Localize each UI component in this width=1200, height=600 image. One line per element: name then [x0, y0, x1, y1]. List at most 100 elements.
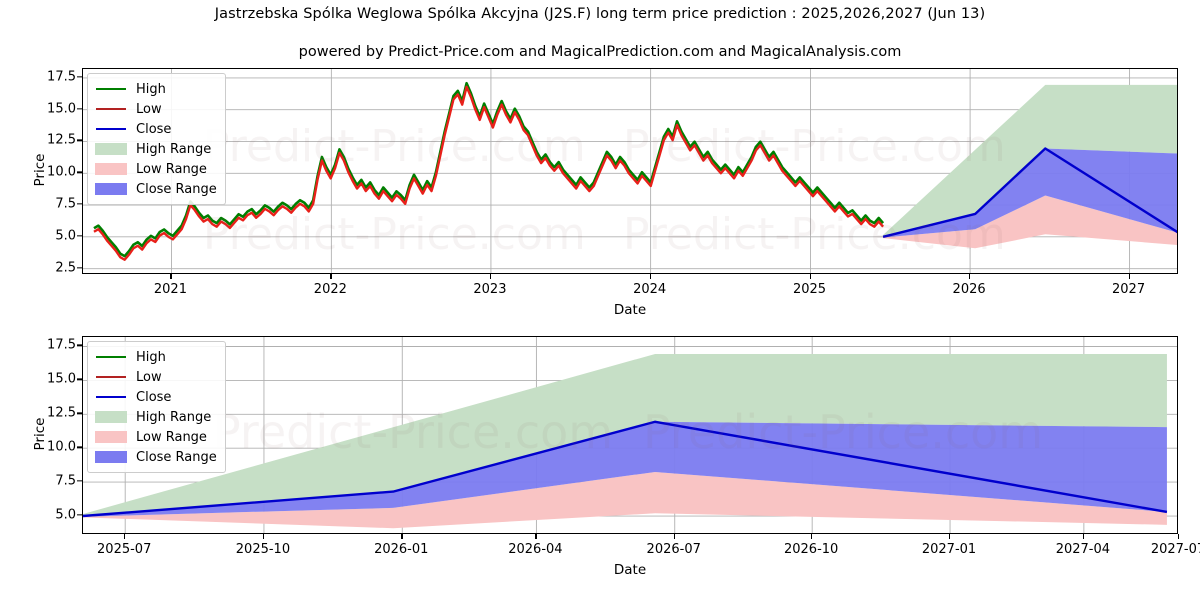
y-axis-tick-label: 5.0 — [55, 228, 76, 244]
y-axis-tick-mark — [77, 235, 82, 237]
x-axis-tick-mark — [1178, 534, 1180, 539]
swatch — [96, 107, 126, 111]
legend-item-label: High Range — [136, 141, 212, 157]
legend-item-low-range[interactable]: Low Range — [94, 427, 217, 447]
y-axis-tick-mark — [77, 446, 82, 448]
figure-title: Jastrzebska Spólka Weglowa Spólka Akcyjn… — [214, 6, 986, 22]
legend-item-label: High — [136, 81, 166, 97]
swatch — [96, 375, 126, 379]
x-axis-tick-mark — [1128, 274, 1130, 279]
legend-line-swatch-icon — [94, 102, 128, 116]
legend-patch-swatch-icon — [94, 182, 128, 196]
x-axis-tick-mark — [170, 274, 172, 279]
y-axis-tick-mark — [77, 203, 82, 205]
legend-item-label: Low — [136, 369, 162, 385]
x-axis-tick-mark — [489, 274, 492, 279]
y-axis-title: Price — [32, 417, 48, 451]
legend-item-label: Close Range — [136, 181, 217, 197]
x-axis-tick-label: 2027 — [1112, 282, 1146, 297]
y-axis-tick-mark — [77, 76, 82, 78]
legend-item-high[interactable]: High — [94, 79, 217, 99]
history-low-line — [93, 85, 884, 261]
y-axis-tick-mark — [77, 344, 82, 347]
y-axis-tick-mark — [77, 266, 82, 269]
x-axis-tick-label: 2025-07 — [97, 542, 152, 557]
legend-patch-swatch-icon — [94, 142, 128, 156]
high-range-band — [83, 353, 1167, 516]
bottom-chart-plot-area: Predict-Price.comPredict-Price.comHighLo… — [82, 336, 1178, 534]
legend-line-swatch-icon — [94, 350, 128, 364]
y-axis-tick-mark — [77, 108, 82, 110]
legend-patch-swatch-icon — [94, 410, 128, 424]
legend-item-close[interactable]: Close — [94, 387, 217, 407]
x-axis-tick-mark — [401, 534, 403, 539]
top-chart-legend[interactable]: High Low Close High Range Low Range Close Ran… — [87, 73, 226, 205]
legend-item-label: Close — [136, 121, 172, 137]
x-axis-title: Date — [613, 562, 647, 578]
swatch — [96, 395, 126, 399]
low-range-band — [83, 471, 1167, 529]
x-axis-tick-mark — [262, 534, 265, 539]
y-axis-tick-label: 7.5 — [55, 473, 76, 489]
low-range-band — [883, 195, 1177, 249]
y-axis-tick-label: 12.5 — [47, 132, 76, 148]
y-axis-tick-label: 15.0 — [47, 101, 76, 117]
y-axis-tick-label: 5.0 — [55, 507, 76, 523]
top-chart-plot-area: Predict-Price.com Predict-Price.com Predic… — [82, 68, 1178, 274]
x-axis-tick-label: 2027-04 — [1055, 542, 1111, 557]
forecast-close-line — [882, 147, 1177, 239]
y-axis-tick-label: 12.5 — [47, 405, 76, 421]
legend-item-label: Low — [136, 101, 162, 117]
bottom-chart-canvas — [83, 337, 1177, 533]
figure-subtitle: powered by Predict-Price.com and Magical… — [298, 44, 902, 60]
legend-item-low[interactable]: Low — [94, 99, 217, 119]
bottom-chart-legend[interactable]: High Low Close High Range Low Range Close Ran… — [87, 341, 226, 473]
swatch — [95, 451, 127, 463]
x-axis-tick-mark — [330, 274, 332, 279]
x-axis-tick-mark — [1082, 534, 1085, 539]
swatch — [95, 431, 127, 443]
x-axis-tick-label: 2023 — [473, 282, 507, 297]
y-axis-tick-mark — [77, 480, 82, 482]
legend-item-label: Low Range — [136, 429, 207, 445]
legend-item-low-range[interactable]: Low Range — [94, 159, 217, 179]
legend-line-swatch-icon — [94, 390, 128, 404]
y-axis-tick-mark — [77, 412, 82, 414]
legend-item-high-range[interactable]: High Range — [94, 407, 217, 427]
legend-line-swatch-icon — [94, 82, 128, 96]
y-axis-title: Price — [32, 153, 48, 187]
x-axis-tick-label: 2026-07 — [646, 542, 701, 557]
x-axis-tick-mark — [949, 534, 951, 539]
forecast-close-line — [83, 420, 1168, 518]
x-axis-tick-mark — [124, 534, 126, 539]
legend-item-close-range[interactable]: Close Range — [94, 447, 217, 467]
swatch — [96, 87, 126, 91]
legend-patch-swatch-icon — [94, 450, 128, 464]
close-range-band — [83, 421, 1167, 517]
legend-line-swatch-icon — [94, 370, 128, 384]
x-axis-tick-label: 2026-10 — [783, 542, 839, 557]
y-axis-tick-mark — [77, 378, 82, 381]
x-axis-tick-label: 2026 — [952, 282, 986, 297]
legend-item-low[interactable]: Low — [94, 367, 217, 387]
legend-item-high-range[interactable]: High Range — [94, 139, 217, 159]
x-axis-tick-mark — [811, 534, 813, 539]
swatch — [96, 355, 126, 359]
legend-item-close[interactable]: Close — [94, 119, 217, 139]
legend-patch-swatch-icon — [94, 430, 128, 444]
legend-item-high[interactable]: High — [94, 347, 217, 367]
swatch — [95, 183, 127, 195]
x-axis-tick-label: 2027-01 — [921, 542, 977, 557]
legend-item-close-range[interactable]: Close Range — [94, 179, 217, 199]
x-axis-tick-mark — [535, 534, 537, 539]
legend-item-label: Close — [136, 389, 172, 405]
x-axis-tick-label: 2026-01 — [374, 542, 429, 557]
x-axis-tick-mark — [969, 274, 971, 279]
close-range-band — [883, 148, 1177, 238]
x-axis-tick-label: 2025-10 — [235, 542, 291, 557]
x-axis-title: Date — [613, 302, 647, 318]
y-axis-tick-mark — [77, 171, 82, 173]
x-axis-tick-label: 2022 — [313, 282, 347, 297]
top-chart-canvas — [83, 69, 1177, 273]
